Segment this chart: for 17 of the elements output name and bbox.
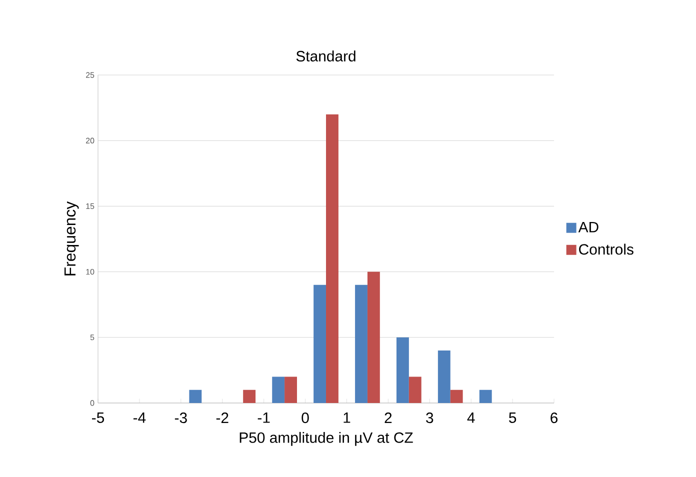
legend-label: Controls — [579, 244, 634, 255]
y-axis-title: Frequency — [64, 201, 79, 276]
x-axis-title: P50 amplitude in µV at CZ — [240, 432, 413, 446]
x-tick-label: -1 — [258, 412, 270, 423]
x-tick-label: 6 — [550, 412, 558, 424]
x-tick-label: 3 — [426, 412, 434, 424]
x-tick-label: 2 — [384, 412, 392, 423]
x-tick-label: -4 — [133, 412, 146, 423]
legend-label: AD — [578, 222, 598, 232]
x-tick-label: 5 — [508, 412, 516, 423]
x-tick-label: -2 — [216, 412, 228, 423]
x-tick-label: 0 — [302, 412, 309, 424]
chart-title: Standard — [296, 50, 356, 62]
x-tick-label: 1 — [344, 412, 350, 423]
x-tick-label: -5 — [92, 412, 104, 423]
x-tick-label: 4 — [467, 412, 475, 423]
x-tick-label: -3 — [174, 412, 187, 424]
